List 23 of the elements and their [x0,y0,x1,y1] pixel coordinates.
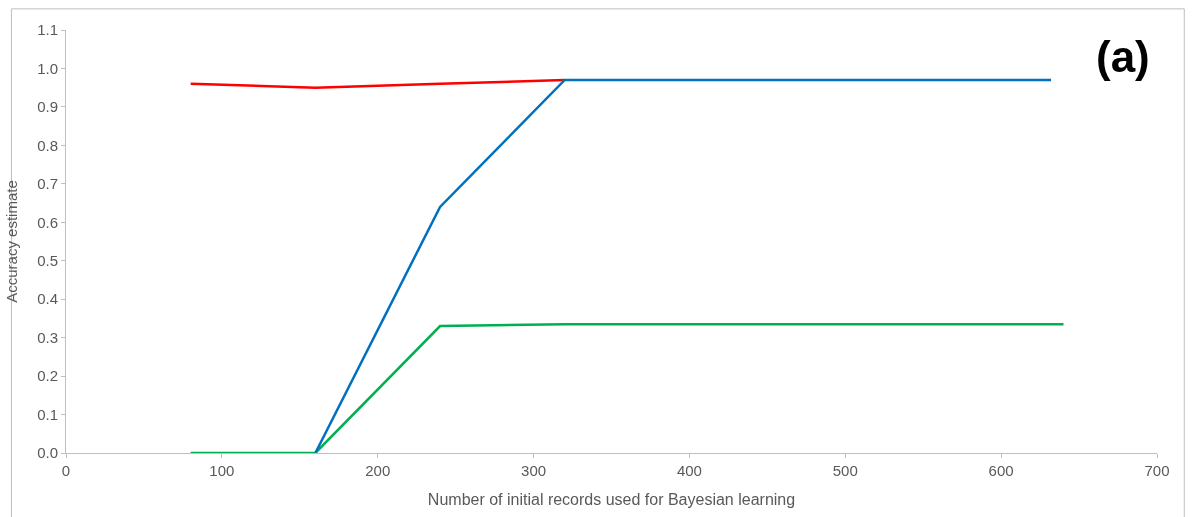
x-tick-label: 500 [832,462,858,479]
y-tick-label: 0.3 [37,328,58,346]
y-tick-label: 1.1 [37,21,58,39]
y-tick-label: 0.6 [37,213,58,231]
y-tick-label: 1.0 [37,59,58,77]
annotation: (a) [1096,32,1150,81]
y-tick-label: 0.9 [37,98,58,116]
y-tick-label: 0.1 [37,405,58,423]
x-tick-label: 700 [1144,462,1170,479]
y-tick-label: 0.7 [37,175,58,193]
x-tick-label: 400 [676,462,702,479]
y-tick-label: 0.8 [37,136,58,154]
x-tick-label: 600 [988,462,1014,479]
y-tick-label: 0.5 [37,251,58,269]
y-tick-label: 0.2 [37,367,58,385]
x-axis-title: Number of initial records used for Bayesian learning [427,490,796,508]
x-tick-label: 200 [365,462,391,479]
x-tick-label: 100 [209,462,235,479]
y-tick-label: 0.4 [37,290,58,308]
x-tick-label: 300 [521,462,547,479]
y-axis-title: Accuracy estimate [3,180,21,303]
y-tick-label: 0.0 [37,444,58,462]
x-tick-label: 0 [61,462,71,479]
